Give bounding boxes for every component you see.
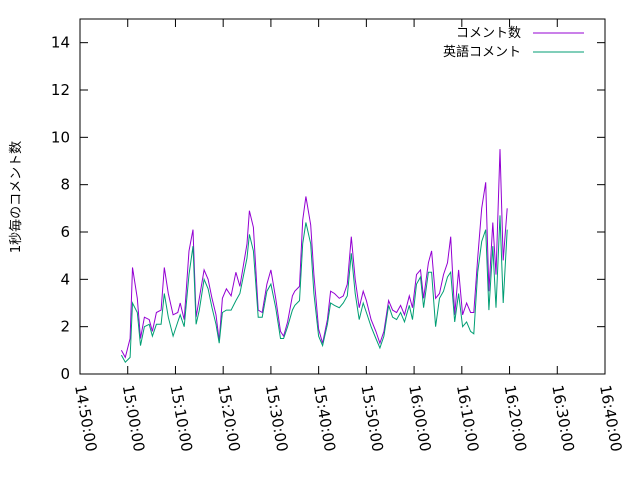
x-tick-label: 15:50:00 [357,384,386,453]
plot-area [79,18,606,375]
y-tick-label: 12 [51,81,70,99]
y-tick-label: 8 [60,176,70,194]
y-tick-label: 6 [60,223,70,241]
x-tick-label: 15:40:00 [310,384,339,453]
plot-border [79,18,606,375]
y-tick-label: 0 [60,365,70,383]
series-layer [120,149,508,364]
x-axis: 14:50:00 15:00:00 15:10:00 15:20:00 15:30:00… [71,19,625,453]
series-line-comments [120,149,508,359]
y-tick-label: 4 [60,270,70,288]
x-tick-label: 15:20:00 [214,384,243,453]
legend-label-comments: コメント数 [456,26,521,41]
y-axis: 0 2 4 6 8 10 12 14 [51,34,605,383]
legend: コメント数 英語コメント [443,26,584,60]
x-tick-label: 16:40:00 [596,384,625,453]
x-tick-label: 16:30:00 [548,384,577,453]
x-tick-label: 15:30:00 [262,384,291,453]
legend-label-english-comments: 英語コメント [443,44,521,60]
x-tick-label: 15:00:00 [119,384,148,453]
x-tick-label: 16:10:00 [453,384,482,453]
series-line-english-comments [120,215,508,364]
y-axis-label: 1秒毎のコメント数 [8,141,24,253]
x-tick-label: 15:10:00 [167,384,196,453]
y-tick-label: 10 [51,128,70,146]
x-tick-label: 16:00:00 [405,384,434,453]
x-tick-label: 14:50:00 [71,384,100,453]
x-tick-label: 16:20:00 [501,384,530,453]
y-tick-label: 14 [51,34,70,52]
y-tick-label: 2 [60,318,70,336]
